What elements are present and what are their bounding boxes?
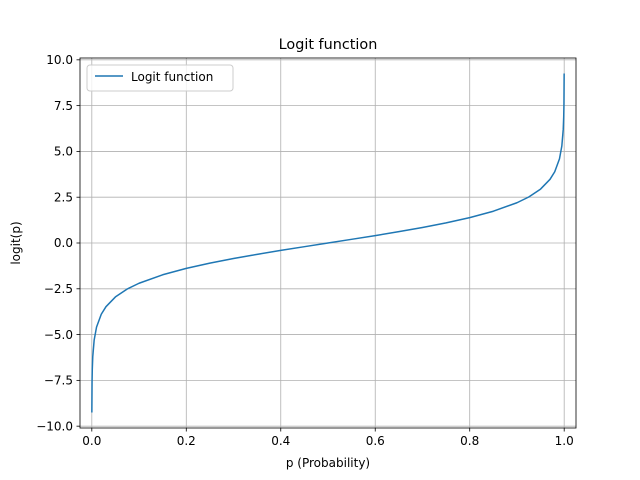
- x-tick-label: 0.8: [460, 434, 479, 448]
- x-tick-label: 0.4: [271, 434, 290, 448]
- y-tick-label: 10.0: [46, 53, 73, 67]
- x-tick-label: 0.2: [177, 434, 196, 448]
- y-tick-label: 7.5: [54, 99, 73, 113]
- x-tick-label: 0.0: [82, 434, 101, 448]
- y-tick-label: −10.0: [36, 419, 73, 433]
- chart-title: Logit function: [279, 37, 378, 53]
- y-axis-label: logit(p): [9, 221, 23, 264]
- series-layer: [91, 73, 565, 413]
- legend: Logit function: [86, 64, 234, 92]
- tick-layer: 0.0 0.2 0.4 0.6 0.8 1.0 −10.0 −7.5 −5.0 −2.5 0.0 2.…: [36, 53, 574, 448]
- y-tick-label: 5.0: [54, 145, 73, 159]
- x-axis-label: p (Probability): [286, 456, 370, 470]
- legend-label: Logit function: [131, 70, 213, 84]
- x-tick-label: 1.0: [555, 434, 574, 448]
- y-tick-label: 0.0: [54, 236, 73, 250]
- y-tick-label: −7.5: [44, 374, 73, 388]
- series-line-logit: [91, 73, 565, 413]
- y-tick-label: −5.0: [44, 328, 73, 342]
- x-tick-label: 0.6: [366, 434, 385, 448]
- y-tick-label: −2.5: [44, 282, 73, 296]
- legend-box: [86, 64, 234, 92]
- y-tick-label: 2.5: [54, 190, 73, 204]
